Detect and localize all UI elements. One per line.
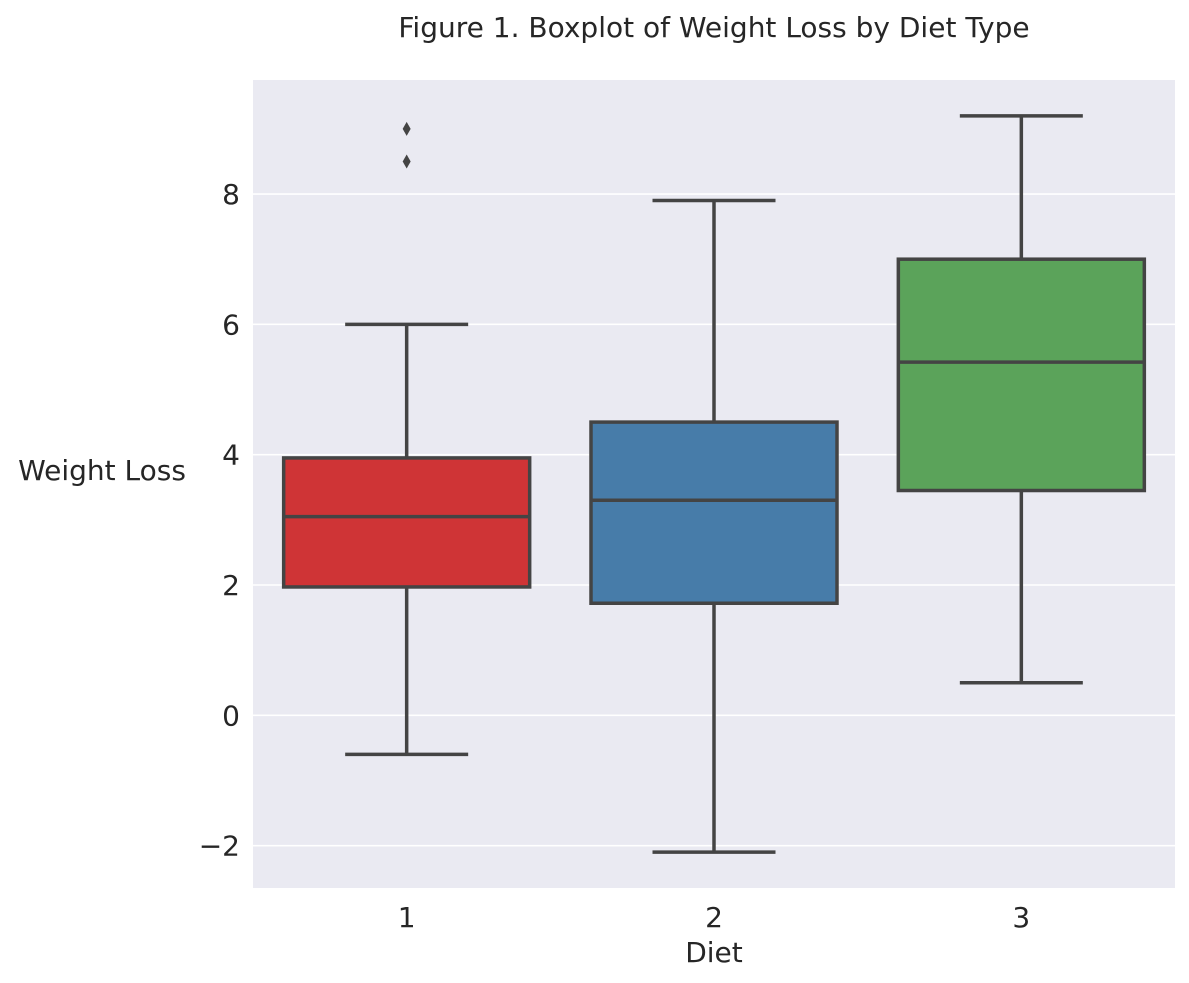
iqr-box [896,257,1147,493]
boxes [281,114,1147,854]
y-axis-ticks: −2 0 2 4 6 8 [199,178,240,863]
box-diet-3 [896,114,1147,685]
x-tick-label: 2 [705,901,723,934]
y-tick-label: 0 [222,699,240,732]
x-tick-label: 1 [398,901,416,934]
y-axis-title: Weight Loss [18,454,186,487]
outlier-point [402,154,411,169]
y-tick-label: 4 [222,439,240,472]
y-tick-label: 8 [222,178,240,211]
x-tick-label: 3 [1012,901,1030,934]
y-tick-label: −2 [199,830,240,863]
y-tick-label: 2 [222,569,240,602]
iqr-box [589,420,839,605]
iqr-box [281,456,532,589]
chart-title: Figure 1. Boxplot of Weight Loss by Diet… [398,11,1029,44]
y-tick-label: 6 [222,308,240,341]
x-axis-ticks: 1 2 3 [398,901,1030,934]
x-axis-title: Diet [685,936,743,969]
box-diet-1 [281,121,532,757]
outlier-point [402,121,411,136]
box-diet-2 [589,198,839,854]
